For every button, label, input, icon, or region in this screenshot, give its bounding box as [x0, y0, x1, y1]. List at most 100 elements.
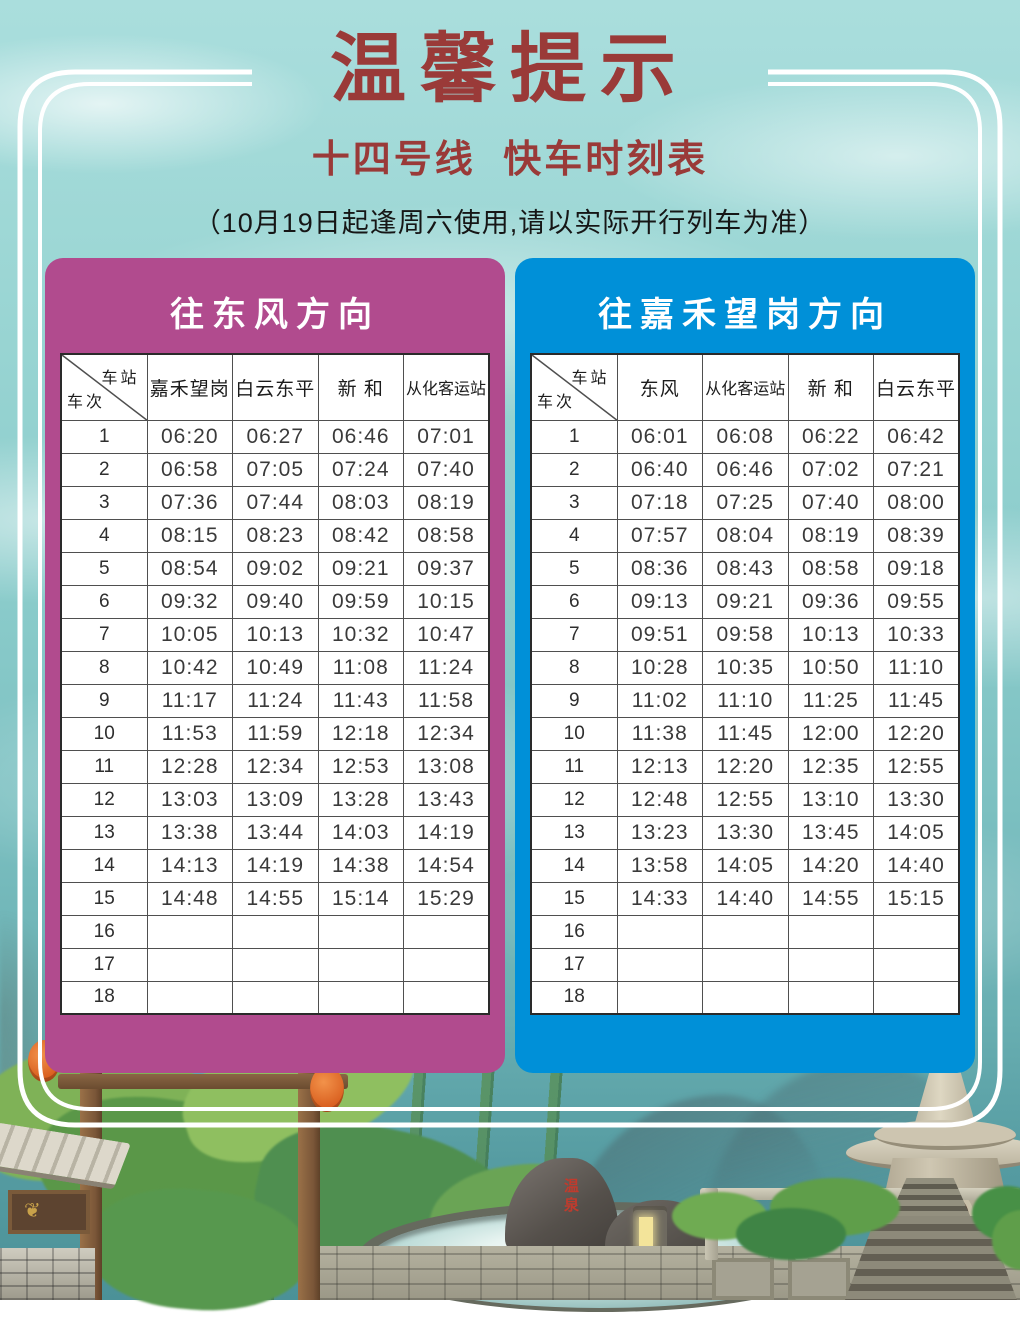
time-cell: 06:01	[616, 419, 703, 454]
rock-inscription: 温泉	[562, 1178, 579, 1216]
time-cell: 11:59	[232, 716, 319, 751]
time-cell: 11:53	[146, 716, 233, 751]
time-cell: 11:10	[702, 683, 789, 718]
time-cell: 14:54	[403, 848, 490, 883]
table-row: 1 06:01 06:08 06:22 06:42	[530, 419, 960, 454]
time-cell: 08:15	[146, 518, 233, 553]
table-row: 15 14:48 14:55 15:14 15:29	[60, 881, 490, 916]
table-row: 10 11:53 11:59 12:18 12:34	[60, 716, 490, 751]
time-cell: 09:02	[232, 551, 319, 586]
time-cell: 08:58	[403, 518, 490, 553]
time-cell: 11:38	[616, 716, 703, 751]
table-row: 9 11:02 11:10 11:25 11:45	[530, 683, 960, 718]
time-cell: 14:05	[873, 815, 960, 850]
time-cell: 12:34	[232, 749, 319, 784]
time-cell	[232, 980, 319, 1015]
train-number-cell: 5	[60, 551, 148, 586]
table-row: 9 11:17 11:24 11:43 11:58	[60, 683, 490, 718]
time-cell: 13:30	[873, 782, 960, 817]
time-cell: 07:25	[702, 485, 789, 520]
train-number-cell: 3	[60, 485, 148, 520]
time-cell	[616, 980, 703, 1015]
time-cell: 15:15	[873, 881, 960, 916]
train-number-cell: 12	[530, 782, 618, 817]
time-cell: 10:15	[403, 584, 490, 619]
table-row: 17	[530, 947, 960, 982]
time-cell: 06:20	[146, 419, 233, 454]
wall-panel-illustration	[712, 1258, 774, 1300]
validity-note: （10月19日起逢周六使用,请以实际开行列车为准）	[193, 207, 827, 238]
time-cell: 06:46	[702, 452, 789, 487]
sign-plaque-illustration: ❦	[8, 1190, 90, 1234]
table-row: 13 13:23 13:30 13:45 14:05	[530, 815, 960, 850]
table-row: 18	[60, 980, 490, 1015]
time-cell: 15:29	[403, 881, 490, 916]
train-number-cell: 5	[530, 551, 618, 586]
table-row: 14 13:58 14:05 14:20 14:40	[530, 848, 960, 883]
table-row: 5 08:54 09:02 09:21 09:37	[60, 551, 490, 586]
time-cell: 11:17	[146, 683, 233, 718]
time-cell: 12:18	[317, 716, 404, 751]
train-number-cell: 18	[530, 980, 618, 1015]
corner-header-cell: 车站 车次	[530, 353, 618, 421]
rock-illustration	[505, 1158, 620, 1263]
time-cell: 14:55	[232, 881, 319, 916]
time-cell: 08:19	[787, 518, 874, 553]
time-cell: 07:40	[403, 452, 490, 487]
time-cell: 13:09	[232, 782, 319, 817]
page-title: 温馨提示	[330, 27, 690, 112]
time-cell: 13:44	[232, 815, 319, 850]
time-cell: 09:37	[403, 551, 490, 586]
time-cell: 07:02	[787, 452, 874, 487]
time-cell: 06:42	[873, 419, 960, 454]
station-header: 新 和	[317, 353, 404, 421]
garden-illustration: ❦ 温泉	[0, 995, 1020, 1319]
time-cell	[616, 947, 703, 982]
table-row: 10 11:38 11:45 12:00 12:20	[530, 716, 960, 751]
time-cell: 11:02	[616, 683, 703, 718]
time-cell: 12:55	[873, 749, 960, 784]
time-cell: 09:40	[232, 584, 319, 619]
time-cell: 11:58	[403, 683, 490, 718]
time-cell: 09:51	[616, 617, 703, 652]
time-cell: 07:24	[317, 452, 404, 487]
corner-header-cell: 车站 车次	[60, 353, 148, 421]
train-number-cell: 9	[530, 683, 618, 718]
time-cell: 11:24	[403, 650, 490, 685]
station-header: 新 和	[787, 353, 874, 421]
time-cell: 13:43	[403, 782, 490, 817]
time-cell: 10:28	[616, 650, 703, 685]
time-cell: 07:05	[232, 452, 319, 487]
time-cell: 12:53	[317, 749, 404, 784]
time-cell: 07:44	[232, 485, 319, 520]
time-cell	[146, 947, 233, 982]
direction-title: 往嘉禾望岗方向	[598, 296, 892, 334]
time-cell: 14:48	[146, 881, 233, 916]
time-cell	[616, 914, 703, 949]
time-cell: 12:28	[146, 749, 233, 784]
time-cell	[787, 914, 874, 949]
time-cell: 10:05	[146, 617, 233, 652]
time-cell: 14:40	[702, 881, 789, 916]
table-row: 17	[60, 947, 490, 982]
time-cell: 14:20	[787, 848, 874, 883]
table-row: 16	[530, 914, 960, 949]
time-cell	[403, 980, 490, 1015]
time-cell: 09:59	[317, 584, 404, 619]
time-cell: 13:03	[146, 782, 233, 817]
table-row: 3 07:18 07:25 07:40 08:00	[530, 485, 960, 520]
time-cell: 11:08	[317, 650, 404, 685]
time-cell: 12:34	[403, 716, 490, 751]
table-row: 15 14:33 14:40 14:55 15:15	[530, 881, 960, 916]
time-cell	[232, 914, 319, 949]
table-row: 1 06:20 06:27 06:46 07:01	[60, 419, 490, 454]
time-cell: 11:10	[873, 650, 960, 685]
time-cell: 14:40	[873, 848, 960, 883]
time-cell: 09:32	[146, 584, 233, 619]
table-row: 8 10:28 10:35 10:50 11:10	[530, 650, 960, 685]
time-cell: 12:13	[616, 749, 703, 784]
train-number-cell: 2	[60, 452, 148, 487]
panel-jiahewanggang-direction: 往嘉禾望岗方向 车站 车次 东风 从化客运站 新 和 白云东平 1 06:01 06…	[515, 258, 975, 1073]
time-cell: 14:38	[317, 848, 404, 883]
table-row: 6 09:32 09:40 09:59 10:15	[60, 584, 490, 619]
